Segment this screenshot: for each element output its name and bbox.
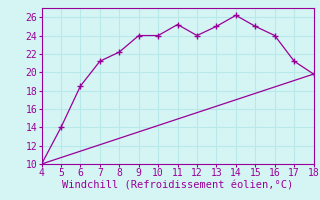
X-axis label: Windchill (Refroidissement éolien,°C): Windchill (Refroidissement éolien,°C) (62, 181, 293, 191)
